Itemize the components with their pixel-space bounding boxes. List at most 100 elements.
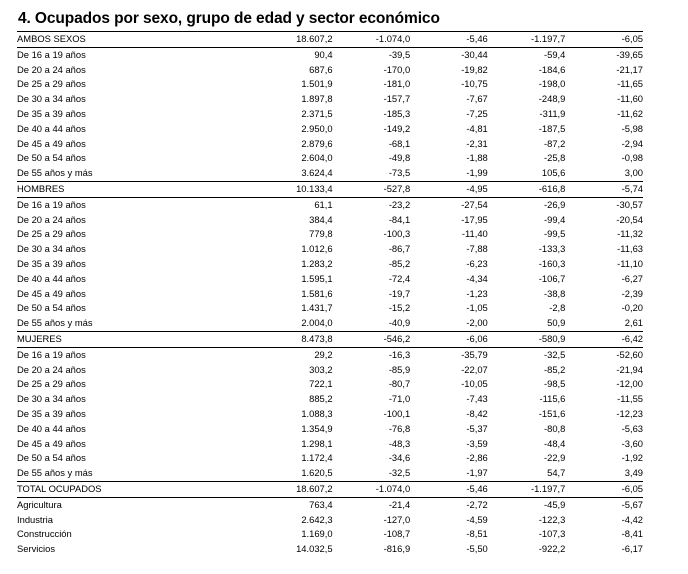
table-row: De 40 a 44 años 1.354,9 -76,8 -5,37 -80,8 -5,… (17, 422, 643, 437)
value-cell-col3: -35,79 (461, 348, 488, 360)
value-cell-col3: -4,95 (410, 180, 488, 198)
row-label: De 25 a 29 años (17, 78, 86, 90)
table-row: De 40 a 44 años 2.950,0 -149,2 -4,81 -187,5 -… (17, 122, 643, 137)
value-cell-col3: -19,82 (461, 63, 488, 75)
table-row: De 25 a 29 años 722,1 -80,7 -10,05 -98,5 -12,… (17, 377, 643, 392)
value-cell-col1: 1.172,4 (301, 452, 333, 464)
value-cell-col3: -10,75 (461, 78, 488, 90)
value-cell-col5: -11,55 (617, 393, 643, 405)
value-cell-col1: 1.581,6 (301, 287, 333, 299)
table-row: De 30 a 34 años 885,2 -71,0 -7,43 -115,6 -11,… (17, 392, 643, 407)
value-cell-col4: 105,6 (541, 167, 566, 179)
value-cell-col5: -30,57 (616, 198, 643, 210)
value-cell-col2: -19,7 (388, 287, 411, 299)
value-cell-col4: -311,9 (539, 107, 566, 119)
value-cell-col2: -21,4 (388, 498, 411, 510)
row-label: De 16 a 19 años (17, 48, 86, 60)
value-cell-col1: 1.354,9 (301, 422, 333, 434)
value-cell-col5: -11,60 (617, 93, 643, 105)
value-cell-col5: -2,94 (621, 137, 643, 149)
value-cell-col4: -151,6 (538, 407, 566, 419)
value-cell-col3: -7,88 (466, 243, 488, 255)
value-cell-col3: -1,05 (466, 302, 488, 314)
table-row: Servicios 14.032,5 -816,9 -5,50 -922,2 -6,17 (17, 542, 643, 557)
value-cell-col3: -10,05 (461, 378, 488, 390)
value-cell-col3: -5,46 (410, 480, 488, 498)
table-row: Agricultura 763,4 -21,4 -2,72 -45,9 -5,67 (17, 497, 643, 512)
value-cell-col4: -107,3 (538, 528, 566, 540)
row-label: De 50 a 54 años (17, 302, 86, 314)
table-row: De 45 a 49 años 2.879,6 -68,1 -2,31 -87,2 -2,… (17, 137, 643, 152)
value-cell-col3: -2,31 (466, 137, 488, 149)
table-row: Industria 2.642,3 -127,0 -4,59 -122,3 -4,42 (17, 513, 643, 528)
table-body: AMBOS SEXOS 18.607,2 -1.074,0 -5,46 -1.197,7… (17, 31, 643, 557)
value-cell-col1: 1.595,1 (301, 272, 333, 284)
value-cell-col4: -45,9 (544, 498, 566, 510)
value-cell-col1: 779,8 (309, 228, 333, 240)
value-cell-col5: -3,60 (621, 437, 643, 449)
value-cell-col4: -25,8 (544, 152, 566, 164)
row-label: Agricultura (17, 498, 62, 510)
value-cell-col2: -816,9 (383, 543, 411, 555)
value-cell-col2: -185,3 (383, 107, 411, 119)
value-cell-col4: -1.197,7 (487, 31, 566, 48)
value-cell-col2: -149,2 (383, 122, 411, 134)
value-cell-col5: -11,62 (617, 107, 643, 119)
value-cell-col5: -8,41 (621, 528, 643, 540)
value-cell-col5: -5,67 (621, 498, 643, 510)
value-cell-col3: -8,42 (466, 407, 488, 419)
value-cell-col3: -5,50 (466, 543, 488, 555)
value-cell-col4: -99,4 (544, 213, 566, 225)
value-cell-col5: -5,98 (621, 122, 643, 134)
value-cell-col1: 2.604,0 (301, 152, 333, 164)
value-cell-col2: -85,2 (388, 257, 411, 269)
value-cell-col3: -17,95 (461, 213, 488, 225)
value-cell-col5: -12,00 (616, 378, 643, 390)
value-cell-col3: -4,34 (466, 272, 488, 284)
value-cell-col1: 1.501,9 (301, 78, 333, 90)
section-label: MUJERES (17, 330, 255, 348)
value-cell-col2: -40,9 (388, 317, 411, 329)
value-cell-col5: 2,61 (624, 317, 643, 329)
value-cell-col5: -11,63 (617, 243, 643, 255)
value-cell-col1: 10.133,4 (255, 180, 333, 198)
value-cell-col3: -1,99 (466, 167, 488, 179)
value-cell-col2: -1.074,0 (332, 31, 411, 48)
value-cell-col2: -85,9 (388, 363, 411, 375)
table-row: De 20 a 24 años 384,4 -84,1 -17,95 -99,4 -20,… (17, 213, 643, 228)
value-cell-col5: -21,94 (616, 363, 643, 375)
value-cell-col2: -48,3 (388, 437, 411, 449)
row-label: Industria (17, 513, 53, 525)
value-cell-col4: -99,5 (544, 228, 566, 240)
table-row: De 40 a 44 años 1.595,1 -72,4 -4,34 -106,7 -6… (17, 272, 643, 287)
row-label: De 45 a 49 años (17, 137, 86, 149)
value-cell-col1: 1.283,2 (301, 257, 333, 269)
row-label: De 40 a 44 años (17, 122, 86, 134)
value-cell-col1: 1.088,3 (301, 407, 333, 419)
value-cell-col5: -11,65 (617, 78, 643, 90)
value-cell-col1: 1.298,1 (301, 437, 333, 449)
value-cell-col5: 3,49 (624, 467, 643, 479)
value-cell-col3: -5,37 (466, 422, 488, 434)
value-cell-col2: -108,7 (383, 528, 411, 540)
table-row: De 50 a 54 años 1.431,7 -15,2 -1,05 -2,8 -0,2… (17, 301, 643, 316)
value-cell-col1: 2.371,5 (301, 107, 333, 119)
value-cell-col4: -248,9 (538, 93, 566, 105)
value-cell-col4: -106,7 (538, 272, 566, 284)
value-cell-col5: -11,32 (617, 228, 643, 240)
value-cell-col5: -4,42 (621, 513, 643, 525)
value-cell-col2: -72,4 (388, 272, 411, 284)
value-cell-col4: -580,9 (487, 330, 566, 348)
row-label: De 50 a 54 años (17, 452, 86, 464)
page-title: 4. Ocupados por sexo, grupo de edad y se… (18, 10, 440, 27)
value-cell-col3: -2,86 (466, 452, 488, 464)
value-cell-col5: -0,98 (621, 152, 643, 164)
value-cell-col2: -76,8 (388, 422, 411, 434)
value-cell-col2: -34,6 (388, 452, 411, 464)
value-cell-col1: 1.620,5 (301, 467, 333, 479)
value-cell-col2: -49,8 (388, 152, 411, 164)
value-cell-col5: -52,60 (616, 348, 643, 360)
value-cell-col1: 61,1 (314, 198, 333, 210)
value-cell-col1: 18.607,2 (255, 480, 333, 498)
value-cell-col3: -5,46 (410, 31, 488, 48)
